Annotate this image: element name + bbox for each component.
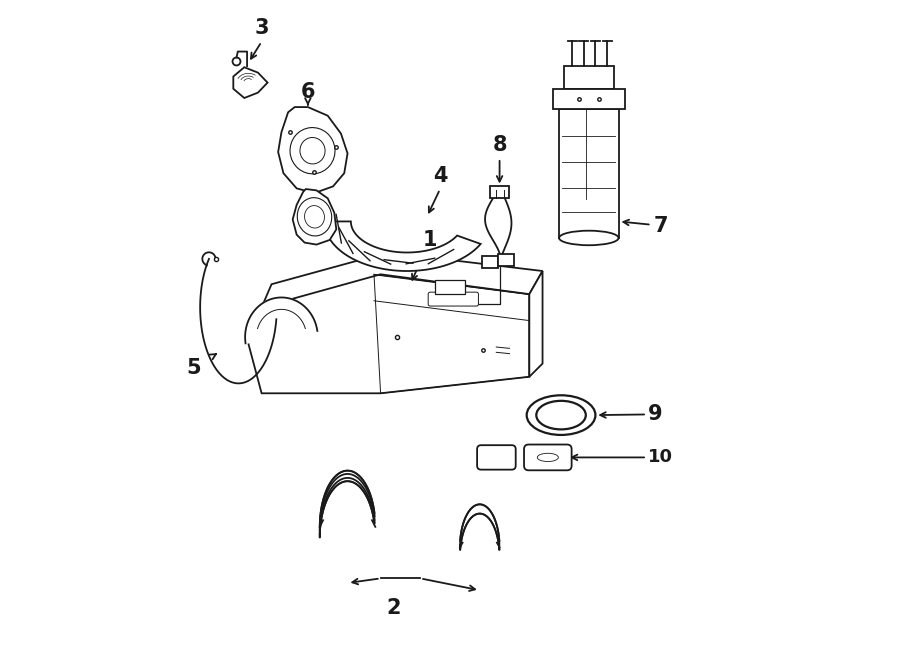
Polygon shape xyxy=(460,504,500,550)
Polygon shape xyxy=(233,67,267,98)
Text: 1: 1 xyxy=(423,230,437,250)
FancyBboxPatch shape xyxy=(428,292,479,306)
Bar xyxy=(499,254,514,266)
Text: 3: 3 xyxy=(255,19,269,38)
Polygon shape xyxy=(278,107,347,193)
Bar xyxy=(554,89,625,109)
Ellipse shape xyxy=(526,395,596,435)
Polygon shape xyxy=(292,189,337,245)
FancyBboxPatch shape xyxy=(524,445,572,471)
Polygon shape xyxy=(245,297,318,343)
FancyBboxPatch shape xyxy=(477,446,516,469)
Polygon shape xyxy=(324,221,481,271)
Text: 6: 6 xyxy=(301,83,315,102)
Polygon shape xyxy=(262,253,543,307)
Bar xyxy=(482,256,498,268)
Bar xyxy=(559,109,618,238)
Text: 10: 10 xyxy=(648,448,673,467)
Text: 2: 2 xyxy=(387,598,401,618)
Text: 8: 8 xyxy=(492,135,507,155)
Bar xyxy=(436,280,464,294)
Ellipse shape xyxy=(536,401,586,430)
Polygon shape xyxy=(529,271,543,377)
Ellipse shape xyxy=(537,453,558,461)
Polygon shape xyxy=(248,274,529,393)
Text: 4: 4 xyxy=(433,167,447,186)
Bar xyxy=(490,186,509,198)
Polygon shape xyxy=(320,471,374,537)
Text: 9: 9 xyxy=(648,405,663,424)
Text: 5: 5 xyxy=(186,358,201,378)
Bar xyxy=(564,66,614,89)
Text: 7: 7 xyxy=(653,216,668,236)
Ellipse shape xyxy=(559,231,618,245)
